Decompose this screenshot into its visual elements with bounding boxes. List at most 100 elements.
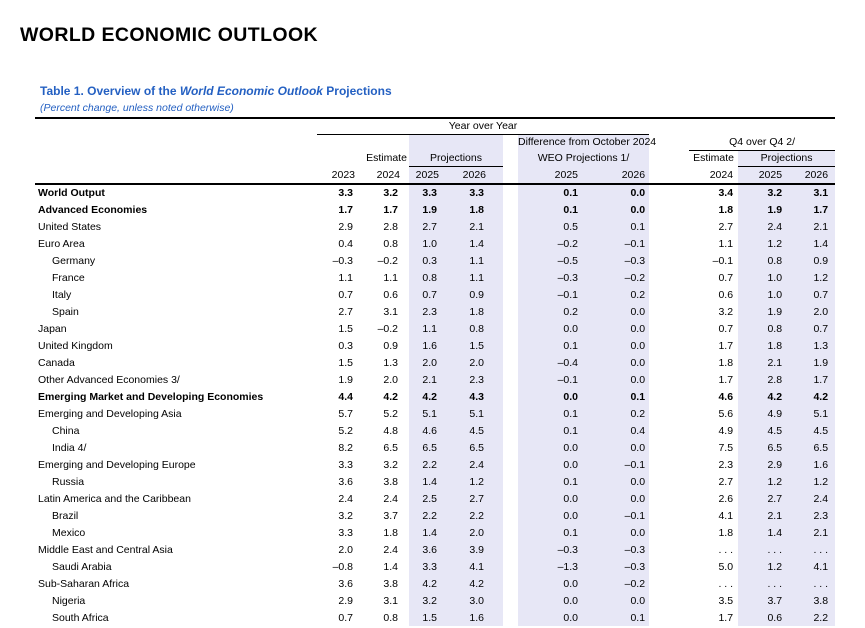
value-cell: –0.1 xyxy=(518,371,584,388)
value-cell: 3.2 xyxy=(409,592,456,609)
value-cell: 1.5 xyxy=(409,609,456,626)
value-cell: 4.3 xyxy=(456,388,503,405)
year-col-2024: 2024 xyxy=(364,166,409,185)
value-cell: 2.1 xyxy=(738,507,788,524)
value-cell: 0.0 xyxy=(518,490,584,507)
row-label: Spain xyxy=(52,305,79,318)
value-cell: 0.4 xyxy=(338,237,353,250)
value-cell: 2.0 xyxy=(383,373,398,386)
header-q4-estimate: Estimate xyxy=(693,152,734,165)
value-cell: 2.9 xyxy=(338,220,353,233)
column-gap xyxy=(649,473,689,490)
table-row: Other Advanced Economies 3/1.9 2.0 2.1 2.3–… xyxy=(35,371,836,388)
table-row: Russia 3.6 3.8 1.4 1.2 0.1 0.0 2.7 1.2 1.2 xyxy=(35,473,836,490)
table-row: Nigeria 2.9 3.1 3.2 3.0 0.0 0.0 3.5 3.7 3.8 xyxy=(35,592,836,609)
year-col-diff-2026: 2026 xyxy=(584,166,650,185)
value-cell: –0.3 xyxy=(584,252,650,269)
header-difference-line1: Difference from October 2024 xyxy=(518,134,656,150)
table-row: Spain 2.7 3.1 2.3 1.8 0.2 0.0 3.2 1.9 2.0 xyxy=(35,303,836,320)
table-row: Japan 1.5 –0.2 1.1 0.8 0.0 0.0 0.7 0.8 0.7 xyxy=(35,320,836,337)
value-cell: 2.7 xyxy=(409,218,456,235)
table-row: Brazil 3.2 3.7 2.2 2.2 0.0 –0.1 4.1 2.1 2.3 xyxy=(35,507,836,524)
value-cell: 2.2 xyxy=(409,507,456,524)
column-gap xyxy=(649,218,689,235)
value-cell: 2.9 xyxy=(738,456,788,473)
value-cell: . . . xyxy=(738,541,788,558)
table-title-suffix: Projections xyxy=(322,84,392,98)
column-gap xyxy=(503,439,518,456)
column-gap xyxy=(503,184,518,201)
value-cell: 1.1 xyxy=(456,252,503,269)
value-cell: 2.2 xyxy=(456,507,503,524)
value-cell: 1.7 xyxy=(787,371,836,388)
value-cell: 0.0 xyxy=(518,320,584,337)
value-cell: 4.2 xyxy=(738,388,788,405)
value-cell: 5.2 xyxy=(383,407,398,420)
value-cell: 6.5 xyxy=(383,441,398,454)
header-spacer xyxy=(409,134,503,150)
value-cell: 2.4 xyxy=(338,492,353,505)
value-cell: –0.1 xyxy=(584,507,650,524)
value-cell: 1.4 xyxy=(409,473,456,490)
column-gap xyxy=(503,422,518,439)
value-cell: 2.2 xyxy=(409,456,456,473)
column-gap xyxy=(503,507,518,524)
value-cell: 0.9 xyxy=(787,252,836,269)
year-col-2023: 2023 xyxy=(317,166,364,185)
table-row: Italy 0.7 0.6 0.7 0.9 –0.1 0.2 0.6 1.0 0.7 xyxy=(35,286,836,303)
value-cell: 2.1 xyxy=(738,354,788,371)
value-cell: 4.1 xyxy=(787,558,836,575)
year-col-q4-2024: 2024 xyxy=(689,166,739,185)
column-gap xyxy=(503,405,518,422)
column-gap xyxy=(649,354,689,371)
value-cell: 1.1 xyxy=(383,271,398,284)
value-cell: 1.8 xyxy=(718,356,734,369)
column-gap xyxy=(503,337,518,354)
column-gap xyxy=(649,269,689,286)
value-cell: 3.6 xyxy=(338,577,353,590)
value-cell: 2.7 xyxy=(456,490,503,507)
value-cell: 2.5 xyxy=(409,490,456,507)
row-label: Advanced Economies xyxy=(38,203,148,216)
value-cell: 3.6 xyxy=(338,475,353,488)
value-cell: –0.1 xyxy=(712,254,734,267)
value-cell: 1.2 xyxy=(738,558,788,575)
value-cell: 1.7 xyxy=(718,611,734,624)
value-cell: –0.3 xyxy=(584,541,650,558)
column-gap xyxy=(503,388,518,405)
table-title-prefix: Table 1. Overview of the xyxy=(40,84,180,98)
value-cell: 2.1 xyxy=(787,524,836,541)
column-gap xyxy=(503,269,518,286)
value-cell: 1.8 xyxy=(383,526,398,539)
value-cell: 0.1 xyxy=(518,524,584,541)
value-cell: –0.1 xyxy=(518,286,584,303)
year-col-2025: 2025 xyxy=(409,166,456,185)
table-row: Germany –0.3 –0.2 0.3 1.1 –0.5 –0.3 –0.1 0.8 0.9 xyxy=(35,252,836,269)
value-cell: 2.7 xyxy=(718,220,734,233)
column-gap xyxy=(649,184,689,201)
header-spacer xyxy=(35,118,317,134)
value-cell: 1.2 xyxy=(456,473,503,490)
header-spacer xyxy=(35,150,317,166)
value-cell: 0.8 xyxy=(738,252,788,269)
year-col-2026: 2026 xyxy=(456,166,503,185)
value-cell: 3.4 xyxy=(718,187,734,199)
column-gap xyxy=(649,507,689,524)
header-spacer xyxy=(35,166,317,185)
value-cell: 0.7 xyxy=(787,320,836,337)
table-row: World Output 3.3 3.2 3.3 3.3 0.1 0.0 3.4 3.2 3.1 xyxy=(35,184,836,201)
value-cell: 6.5 xyxy=(787,439,836,456)
header-spacer xyxy=(503,134,518,150)
value-cell: 0.7 xyxy=(338,288,353,301)
value-cell: 2.7 xyxy=(738,490,788,507)
value-cell: 0.8 xyxy=(738,320,788,337)
column-gap xyxy=(503,252,518,269)
row-label: Germany xyxy=(52,254,96,267)
value-cell: 2.2 xyxy=(787,609,836,626)
value-cell: 0.8 xyxy=(456,320,503,337)
header-row-group3: Estimate Projections WEO Projections 1/ … xyxy=(35,150,836,167)
value-cell: 0.2 xyxy=(518,303,584,320)
value-cell: 5.1 xyxy=(787,405,836,422)
value-cell: 2.1 xyxy=(409,371,456,388)
value-cell: 3.1 xyxy=(383,305,398,318)
